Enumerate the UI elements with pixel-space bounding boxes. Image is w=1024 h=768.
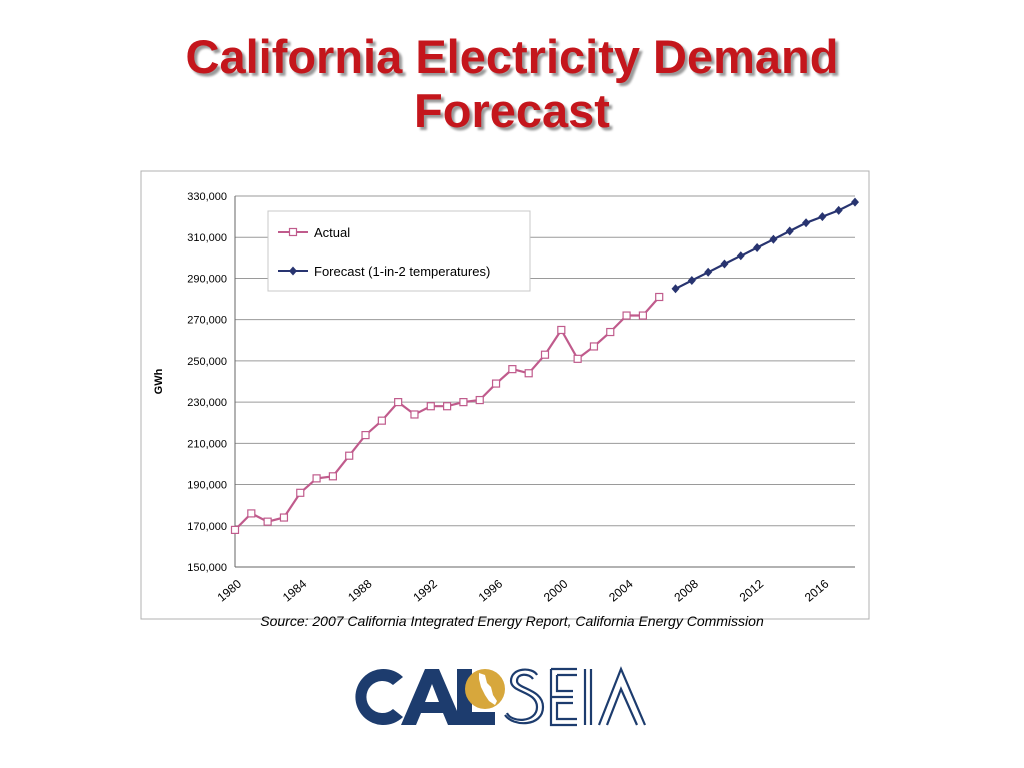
data-point-actual <box>557 325 566 335</box>
y-tick-label: 290,000 <box>187 273 227 285</box>
calseia-logo <box>355 666 647 727</box>
data-point-actual <box>426 402 435 411</box>
data-point-actual <box>312 474 321 483</box>
legend-label: Forecast (1-in-2 temperatures) <box>314 264 490 279</box>
data-point-forecast <box>818 212 827 222</box>
y-tick-label: 270,000 <box>187 315 227 327</box>
title-line-2: Forecast <box>414 84 610 137</box>
data-point-forecast <box>671 284 680 294</box>
sun-california-icon <box>465 669 505 709</box>
data-point-actual <box>508 365 517 374</box>
data-point-actual <box>638 311 647 320</box>
data-point-actual <box>361 430 370 440</box>
data-point-forecast <box>851 197 859 207</box>
data-point-actual <box>377 416 386 425</box>
data-point-actual <box>410 410 419 419</box>
data-point-forecast <box>785 226 794 236</box>
data-point-actual <box>540 350 550 359</box>
data-point-actual <box>328 472 337 481</box>
y-tick-label: 310,000 <box>187 232 227 244</box>
data-point-forecast <box>720 259 729 269</box>
data-point-actual <box>573 354 582 363</box>
data-point-actual <box>491 379 501 388</box>
data-point-actual <box>475 395 484 405</box>
y-tick-label: 150,000 <box>187 562 227 574</box>
data-point-forecast <box>736 251 745 261</box>
title-line-1: California Electricity Demand <box>185 30 839 83</box>
data-point-forecast <box>704 267 713 277</box>
legend-box <box>267 210 531 292</box>
logo-seia-wordmark <box>504 666 647 727</box>
data-point-forecast <box>753 243 762 253</box>
data-point-actual <box>247 509 256 518</box>
data-point-actual <box>279 513 289 522</box>
data-point-actual <box>296 488 305 497</box>
data-point-forecast <box>802 218 811 228</box>
data-point-forecast <box>687 276 696 286</box>
y-tick-label: 330,000 <box>187 191 227 203</box>
y-tick-label: 170,000 <box>187 521 227 533</box>
data-point-actual <box>606 327 615 337</box>
y-tick-label: 190,000 <box>187 480 227 492</box>
data-point-forecast <box>769 234 778 244</box>
chart-container: 150,000 170,000 190,000 210,000 230,000 250,0… <box>140 170 870 620</box>
slide-title: California Electricity Demand Forecast <box>0 30 1024 138</box>
data-point-actual <box>394 398 403 407</box>
legend-label: Actual <box>314 225 350 240</box>
legend-marker-actual <box>288 227 298 237</box>
data-point-actual <box>524 369 533 378</box>
data-point-actual <box>230 525 240 534</box>
data-point-actual <box>345 451 354 460</box>
source-caption: Source: 2007 California Integrated Energ… <box>260 613 764 629</box>
data-point-actual <box>459 398 468 407</box>
data-point-actual <box>655 292 664 302</box>
y-axis-label: GWh <box>153 368 165 394</box>
data-point-actual <box>622 311 631 320</box>
y-tick-label: 210,000 <box>187 438 227 450</box>
legend-marker-forecast <box>289 266 297 276</box>
y-tick-label: 230,000 <box>187 397 227 409</box>
data-point-actual <box>263 517 272 526</box>
data-point-actual <box>589 342 599 351</box>
data-point-actual <box>443 402 452 411</box>
data-point-forecast <box>834 205 843 215</box>
line-chart: 150,000 170,000 190,000 210,000 230,000 250,0… <box>140 170 870 620</box>
y-tick-label: 250,000 <box>187 356 227 368</box>
